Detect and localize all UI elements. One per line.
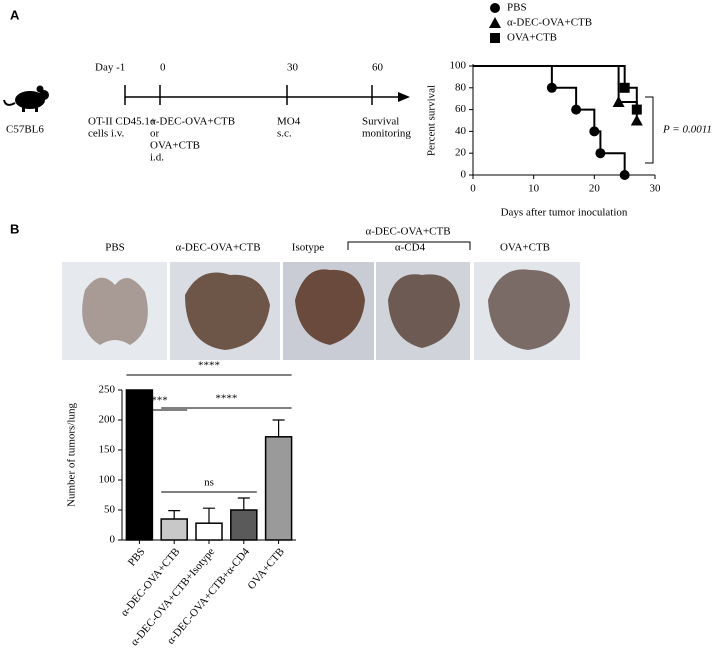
bar [230, 509, 258, 541]
x-tick-label: 30 [650, 183, 662, 195]
timeline-text: α-DEC-OVA+CTB [150, 116, 235, 128]
timeline-text: or [150, 128, 160, 140]
survival-line [473, 65, 638, 121]
legend-label: OVA+CTB [507, 32, 557, 44]
y-axis-label: Number of tumors/lung [66, 403, 78, 507]
x-tick-label: 20 [589, 183, 601, 195]
y-tick-label: 150 [99, 444, 116, 456]
timeline-text: MO4 [277, 116, 301, 128]
y-tick-label: 0 [461, 169, 467, 181]
image-label: Isotype [292, 242, 325, 254]
lung-images [62, 262, 580, 360]
legend-label: α-DEC-OVA+CTB [507, 17, 592, 29]
marker [571, 104, 582, 115]
timeline-text: OVA+CTB [150, 140, 200, 152]
group-label: α-DEC-OVA+CTB [365, 226, 450, 238]
p-value: P = 0.0011 [662, 124, 712, 136]
y-tick-label: 0 [110, 534, 116, 546]
y-tick-label: 50 [104, 504, 116, 516]
marker [595, 148, 606, 159]
x-axis-label: Days after tumor inoculation [501, 207, 628, 219]
marker [619, 82, 630, 93]
timeline-text: OT-II CD45.1+ [88, 116, 156, 128]
survival-line [473, 65, 626, 175]
significance-label: **** [215, 393, 237, 405]
x-tick-label: 0 [470, 183, 476, 195]
marker [489, 17, 501, 28]
y-tick-label: 20 [455, 147, 467, 159]
timeline-text: Survival [362, 116, 399, 128]
y-tick-label: 250 [99, 384, 116, 396]
panel-label: A [10, 7, 20, 22]
group-bracket [347, 241, 471, 250]
timeline-day: 30 [287, 62, 299, 74]
image-label: PBS [105, 242, 125, 254]
image-label: α-CD4 [395, 242, 426, 254]
y-tick-label: 100 [450, 60, 467, 72]
x-tick-label: OVA+CTB [245, 546, 286, 592]
marker [630, 114, 643, 126]
marker [589, 126, 600, 137]
bar [160, 518, 188, 541]
bar [264, 436, 293, 541]
bar [125, 389, 154, 541]
panel-label: B [10, 221, 19, 236]
timeline-text: monitoring [362, 128, 411, 140]
image-label: OVA+CTB [500, 242, 550, 254]
timeline-arrow [398, 92, 410, 102]
marker [490, 33, 500, 43]
image-label: α-DEC-OVA+CTB [175, 242, 260, 254]
significance-label: ns [204, 477, 214, 489]
y-tick-label: 100 [99, 474, 116, 486]
timeline-day: 0 [160, 62, 166, 74]
timeline-text: s.c. [277, 128, 292, 140]
error-bar [237, 497, 250, 510]
x-tick-label: PBS [126, 546, 148, 569]
y-tick-label: 60 [455, 103, 467, 115]
timeline-day: Day -1 [95, 62, 125, 74]
bar [195, 522, 223, 541]
y-axis-label: Percent survival [426, 85, 438, 156]
marker [612, 95, 625, 107]
timeline-text: cells i.v. [88, 128, 124, 140]
marker [490, 3, 500, 13]
error-bar [272, 419, 285, 437]
timeline-day: 60 [372, 62, 384, 74]
error-bar [203, 507, 215, 524]
y-tick-label: 80 [455, 81, 467, 93]
p-bracket [645, 96, 654, 164]
legend-label: PBS [507, 2, 527, 14]
error-bar [168, 510, 181, 519]
mouse-strain: C57BL6 [6, 124, 44, 136]
y-tick-label: 200 [99, 414, 116, 426]
marker [619, 170, 630, 180]
timeline-text: i.d. [150, 152, 164, 164]
mouse-icon [3, 85, 49, 112]
marker [631, 104, 642, 115]
marker [546, 82, 557, 93]
x-tick-label: 10 [528, 183, 540, 195]
y-tick-label: 40 [455, 125, 467, 137]
significance-label: **** [198, 360, 220, 372]
significance-label: **** [146, 395, 168, 407]
